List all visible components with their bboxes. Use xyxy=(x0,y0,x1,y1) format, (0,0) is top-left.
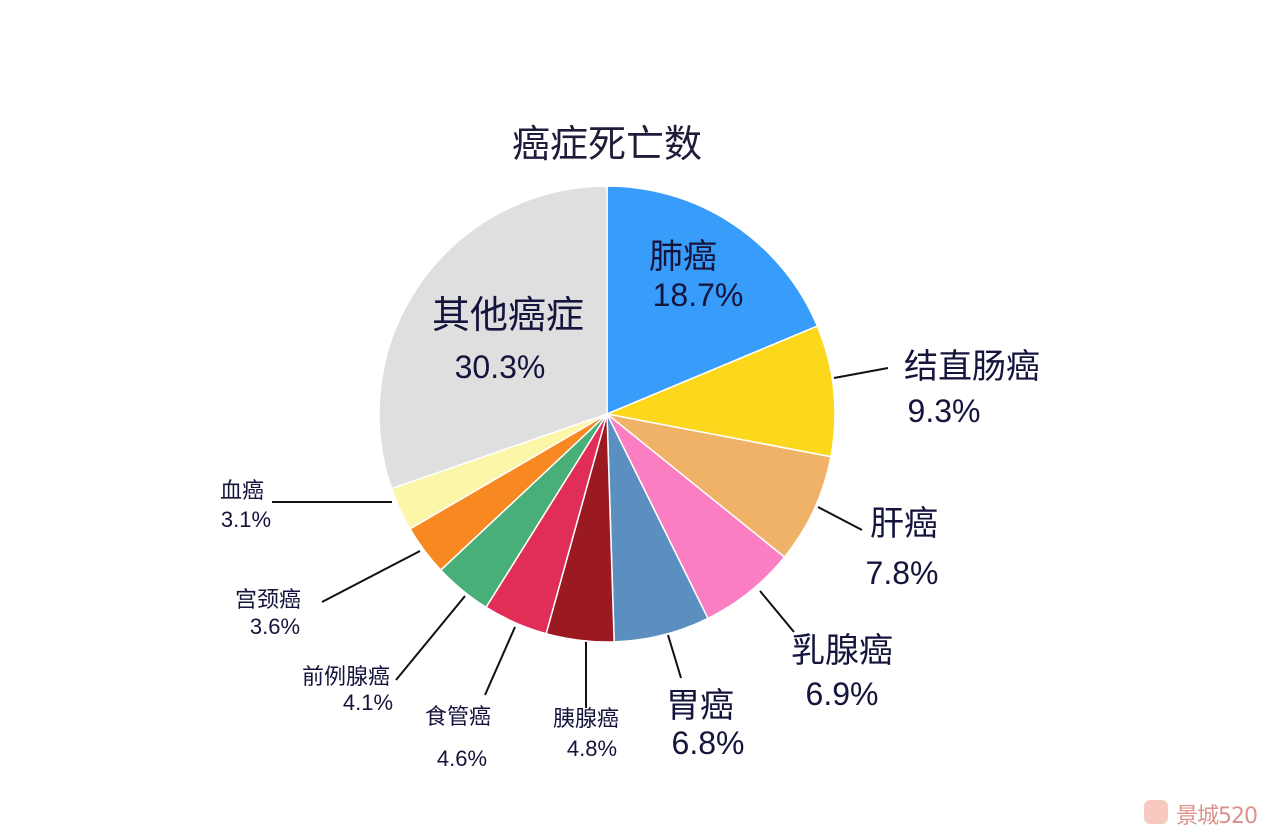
slice-5-value-label: 6.8% xyxy=(672,725,745,761)
slice-2-value-label: 9.3% xyxy=(908,393,981,429)
slice-11-wedge xyxy=(378,185,608,490)
slice-7-value-label: 4.6% xyxy=(437,746,487,771)
slice-5-leader-line xyxy=(667,634,682,679)
slice-9-value-label: 3.6% xyxy=(250,614,300,639)
slice-3-value-label: 7.8% xyxy=(866,555,939,591)
slice-4-label: 乳腺癌 xyxy=(791,631,893,671)
slice-8-value-label: 4.1% xyxy=(343,690,393,715)
watermark-text: 景城520 xyxy=(1176,804,1258,829)
chart-title: 癌症死亡数 xyxy=(512,122,702,166)
slice-9-leader-line xyxy=(321,550,421,603)
slice-7-label: 食管癌 xyxy=(425,705,491,730)
slice-10-label: 血癌 xyxy=(220,479,264,504)
slice-7-leader-line xyxy=(484,626,516,696)
slice-1-value-label: 18.7% xyxy=(653,277,744,313)
slice-9-label: 宫颈癌 xyxy=(235,588,301,613)
slice-2-leader-line xyxy=(833,367,889,379)
watermark-logo: 景城520 xyxy=(1140,796,1262,830)
slice-5-label: 胃癌 xyxy=(666,686,734,726)
slice-2-label: 结直肠癌 xyxy=(904,347,1040,387)
slice-4-value-label: 6.9% xyxy=(806,676,879,712)
watermark-icon xyxy=(1144,800,1168,824)
slice-4-leader-line xyxy=(759,590,795,633)
slice-1-label: 肺癌 xyxy=(649,237,717,277)
slice-8-leader-line xyxy=(395,595,466,681)
slice-3-label: 肝癌 xyxy=(870,504,938,544)
slice-11-label: 其他癌症 xyxy=(432,293,584,337)
slice-3-leader-line xyxy=(817,506,863,531)
slice-3-wedge xyxy=(606,413,832,559)
slice-2-wedge xyxy=(604,325,836,458)
slice-1-wedge xyxy=(606,185,819,416)
slice-10-value-label: 3.1% xyxy=(221,507,271,532)
slice-6-label: 胰腺癌 xyxy=(553,707,619,732)
slice-8-label: 前例腺癌 xyxy=(302,665,390,690)
slice-11-value-label: 30.3% xyxy=(455,349,546,385)
slice-6-value-label: 4.8% xyxy=(567,736,617,761)
